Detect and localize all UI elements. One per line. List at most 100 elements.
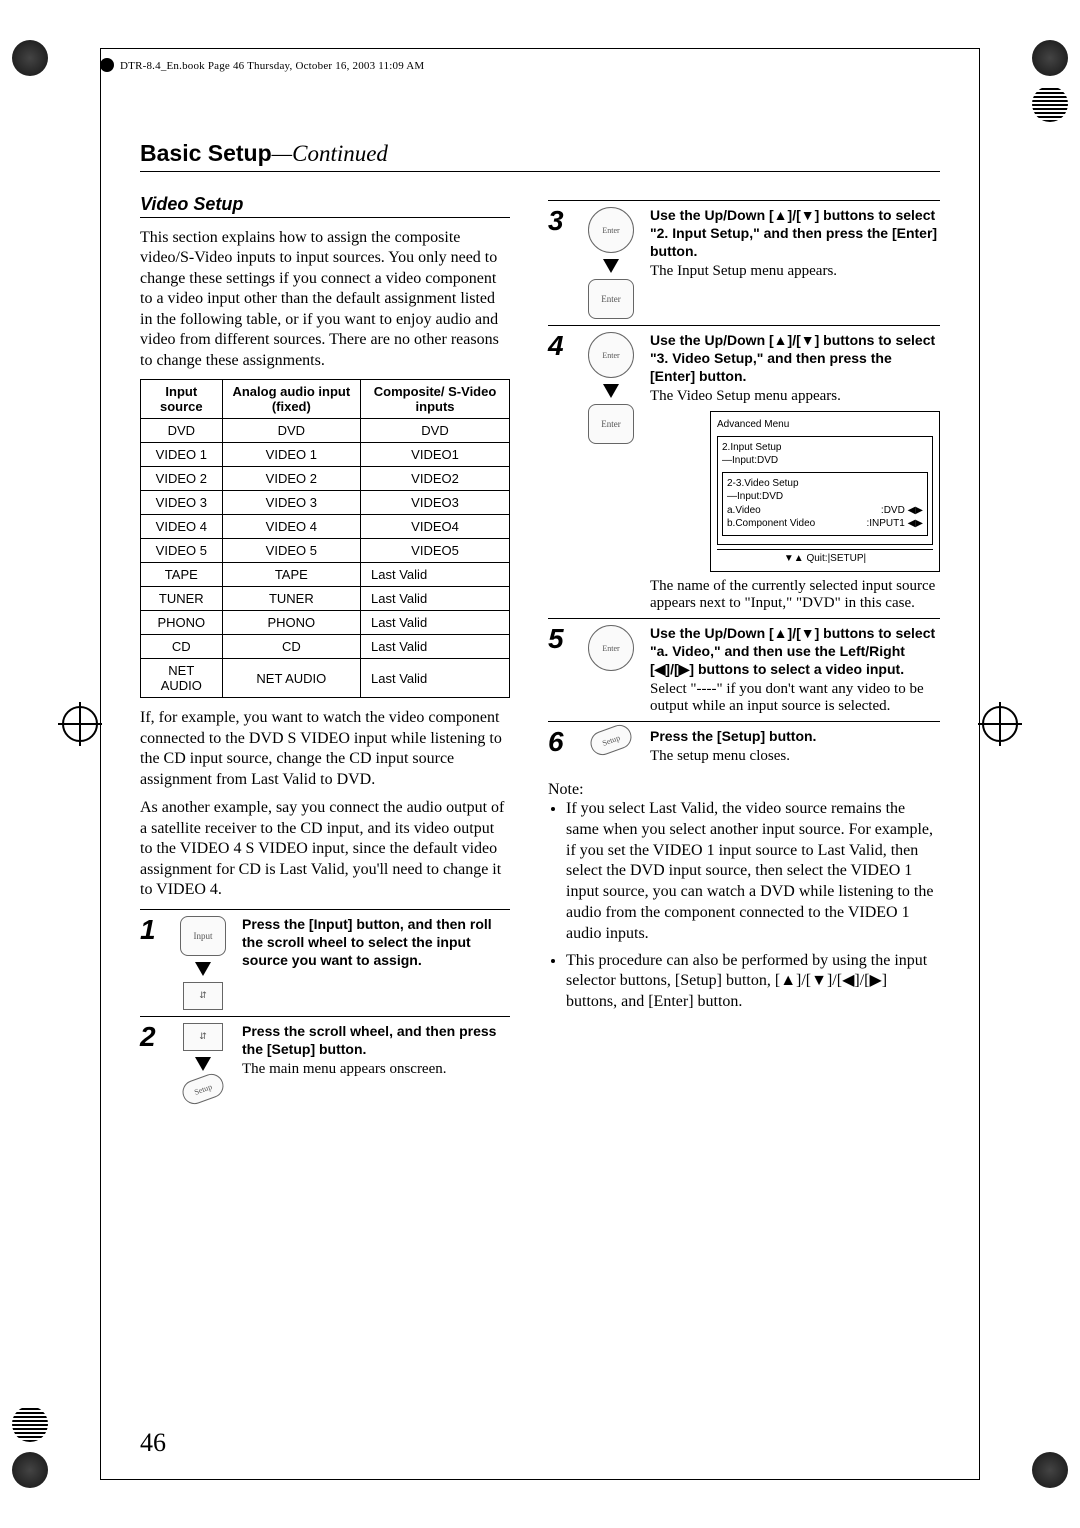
table-cell: DVD [222, 419, 360, 443]
corner-mark [12, 1452, 48, 1488]
page-content: Basic Setup—Continued Video Setup This s… [140, 140, 940, 1428]
table-cell: VIDEO 3 [222, 491, 360, 515]
step-5: 5 Enter Use the Up/Down [▲]/[▼] buttons … [548, 618, 940, 715]
scroll-wheel-icon: ⇵ [183, 1023, 223, 1051]
corner-stripe [12, 1406, 48, 1442]
table-cell: Last Valid [361, 611, 510, 635]
table-cell: VIDEO 2 [141, 467, 223, 491]
table-cell: Last Valid [361, 659, 510, 698]
table-cell: Last Valid [361, 587, 510, 611]
table-cell: VIDEO2 [361, 467, 510, 491]
menu-item-value: :INPUT1 ◀▶ [866, 517, 923, 531]
example-paragraph: As another example, say you connect the … [140, 798, 510, 900]
setup-button-icon: Setup [587, 722, 635, 759]
setup-button-icon: Setup [179, 1070, 227, 1107]
step-illustration: Enter [582, 625, 640, 715]
table-cell: Last Valid [361, 635, 510, 659]
page-header: DTR-8.4_En.book Page 46 Thursday, Octobe… [120, 60, 980, 72]
table-cell: VIDEO 4 [141, 515, 223, 539]
menu-item-label: a.Video [727, 504, 761, 518]
table-cell: DVD [361, 419, 510, 443]
intro-paragraph: This section explains how to assign the … [140, 228, 510, 371]
corner-stripe [1032, 86, 1068, 122]
table-cell: VIDEO 5 [141, 539, 223, 563]
step-illustration: Enter Enter [582, 332, 640, 612]
table-row: VIDEO 3VIDEO 3VIDEO3 [141, 491, 510, 515]
scroll-wheel-icon: ⇵ [183, 982, 223, 1010]
table-cell: PHONO [141, 611, 223, 635]
menu-title: Advanced Menu [717, 418, 933, 432]
left-column: Video Setup This section explains how to… [140, 194, 510, 1101]
step-2: 2 ⇵ Setup Press the scroll wheel, and th… [140, 1016, 510, 1101]
table-cell: CD [141, 635, 223, 659]
header-bullet [100, 58, 114, 72]
table-cell: NET AUDIO [222, 659, 360, 698]
right-column: 3 Enter Enter Use the Up/Down [▲]/[▼] bu… [548, 194, 940, 1101]
step-instruction: Press the [Input] button, and then roll … [242, 916, 492, 968]
step-illustration: Enter Enter [582, 207, 640, 319]
note-label: Note: [548, 781, 940, 799]
step-illustration: Setup [582, 728, 640, 765]
step-body: The Video Setup menu appears. [650, 388, 940, 405]
table-row: PHONOPHONOLast Valid [141, 611, 510, 635]
menu-item-label: b.Component Video [727, 517, 815, 531]
title-suffix: —Continued [272, 141, 388, 166]
arrow-down-icon [603, 259, 619, 273]
step-illustration: Input ⇵ [174, 916, 232, 1010]
table-cell: TAPE [222, 563, 360, 587]
step-body: Select "----" if you don't want any vide… [650, 681, 940, 715]
table-cell: TAPE [141, 563, 223, 587]
registration-mark [982, 706, 1018, 742]
step-number: 3 [548, 207, 572, 319]
table-cell: VIDEO3 [361, 491, 510, 515]
table-row: NET AUDIONET AUDIOLast Valid [141, 659, 510, 698]
table-row: VIDEO 1VIDEO 1VIDEO1 [141, 443, 510, 467]
menu-line: —Input:DVD [722, 454, 928, 468]
corner-mark [1032, 40, 1068, 76]
step-number: 4 [548, 332, 572, 612]
note-item: This procedure can also be performed by … [566, 951, 940, 1013]
menu-footer: ▼▲ Quit:|SETUP| [717, 549, 933, 566]
step-illustration: ⇵ Setup [174, 1023, 232, 1101]
step-number: 5 [548, 625, 572, 715]
table-cell: Last Valid [361, 563, 510, 587]
table-cell: VIDEO 4 [222, 515, 360, 539]
table-cell: PHONO [222, 611, 360, 635]
step-6: 6 Setup Press the [Setup] button. The se… [548, 721, 940, 765]
table-cell: TUNER [141, 587, 223, 611]
table-row: TUNERTUNERLast Valid [141, 587, 510, 611]
arrow-down-icon [195, 962, 211, 976]
corner-mark [1032, 1452, 1068, 1488]
dpad-icon: Enter [588, 207, 634, 253]
note-section: Note: If you select Last Valid, the vide… [548, 781, 940, 1013]
corner-mark [12, 40, 48, 76]
table-cell: VIDEO 2 [222, 467, 360, 491]
table-cell: DVD [141, 419, 223, 443]
arrow-down-icon [603, 384, 619, 398]
table-header: Composite/ S-Video inputs [361, 380, 510, 419]
enter-hand-icon: Enter [588, 279, 634, 319]
table-row: TAPETAPELast Valid [141, 563, 510, 587]
enter-hand-icon: Enter [588, 404, 634, 444]
assignment-table: Input source Analog audio input (fixed) … [140, 379, 510, 698]
note-item: If you select Last Valid, the video sour… [566, 799, 940, 945]
arrow-down-icon [195, 1057, 211, 1071]
table-row: DVDDVDDVD [141, 419, 510, 443]
menu-line: 2.Input Setup [722, 441, 928, 455]
table-cell: VIDEO 1 [141, 443, 223, 467]
table-cell: TUNER [222, 587, 360, 611]
step-number: 6 [548, 728, 572, 765]
dpad-icon: Enter [588, 625, 634, 671]
menu-line: —Input:DVD [727, 490, 923, 504]
registration-mark [62, 706, 98, 742]
step-4: 4 Enter Enter Use the Up/Down [▲]/[▼] bu… [548, 325, 940, 612]
table-cell: NET AUDIO [141, 659, 223, 698]
input-button-icon: Input [180, 916, 226, 956]
step-after: The name of the currently selected input… [650, 578, 940, 612]
step-instruction: Press the scroll wheel, and then press t… [242, 1023, 496, 1057]
table-row: VIDEO 4VIDEO 4VIDEO4 [141, 515, 510, 539]
table-cell: VIDEO 3 [141, 491, 223, 515]
title-main: Basic Setup [140, 140, 272, 166]
table-cell: VIDEO 1 [222, 443, 360, 467]
step-body: The main menu appears onscreen. [242, 1061, 510, 1078]
